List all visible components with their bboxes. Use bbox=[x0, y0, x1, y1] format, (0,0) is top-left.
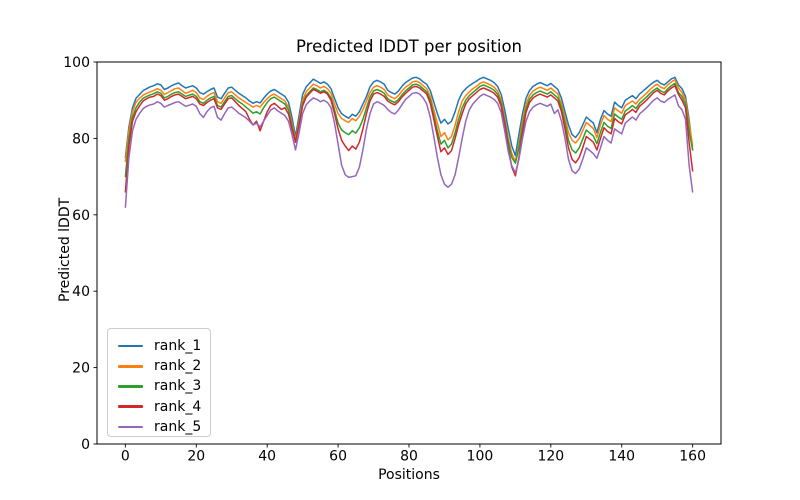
x-tick-label: 120 bbox=[537, 449, 564, 465]
series-line-rank_3 bbox=[124, 82, 694, 178]
y-tick-label: 20 bbox=[72, 361, 90, 377]
chart-title: Predicted lDDT per position bbox=[295, 37, 523, 56]
y-tick-label: 60 bbox=[72, 208, 90, 224]
legend-label: rank_1 bbox=[154, 338, 202, 355]
x-tick-label: 40 bbox=[258, 449, 276, 465]
series-line-rank_5 bbox=[124, 91, 694, 208]
x-tick-label: 80 bbox=[400, 449, 418, 465]
legend-label: rank_3 bbox=[154, 378, 202, 395]
x-tick-label: 160 bbox=[679, 449, 706, 465]
x-tick-label: 0 bbox=[121, 449, 130, 465]
legend-item-rank_3: rank_3 bbox=[118, 376, 210, 396]
legend-label: rank_4 bbox=[154, 398, 202, 415]
legend-line-swatch bbox=[118, 405, 143, 408]
legend-item-rank_4: rank_4 bbox=[118, 397, 210, 417]
legend-label: rank_5 bbox=[154, 418, 202, 435]
y-tick-label: 80 bbox=[72, 131, 90, 147]
legend-line-swatch bbox=[118, 425, 143, 429]
y-tick-label: 0 bbox=[81, 437, 90, 453]
legend-line-swatch bbox=[118, 364, 143, 368]
x-tick-label: 100 bbox=[467, 449, 494, 465]
legend-label: rank_2 bbox=[154, 358, 202, 375]
series-line-rank_1 bbox=[124, 76, 694, 159]
y-tick-label: 100 bbox=[63, 55, 90, 71]
x-tick-label: 20 bbox=[187, 449, 205, 465]
y-axis-label: Predicted lDDT bbox=[57, 197, 73, 302]
x-tick-label: 140 bbox=[608, 449, 635, 465]
legend-item-rank_1: rank_1 bbox=[118, 336, 210, 356]
legend-item-rank_2: rank_2 bbox=[118, 356, 210, 376]
x-tick-label: 60 bbox=[329, 449, 347, 465]
y-tick-label: 40 bbox=[72, 284, 90, 300]
x-axis-label: Positions bbox=[378, 467, 440, 483]
legend-line-swatch bbox=[118, 385, 143, 388]
legend: rank_1 rank_2 rank_3 rank_4 rank_5 bbox=[107, 328, 211, 437]
axes-frame bbox=[96, 61, 722, 445]
series-line-rank_4 bbox=[124, 84, 694, 193]
series-line-rank_2 bbox=[124, 78, 694, 163]
legend-item-rank_5: rank_5 bbox=[118, 417, 210, 437]
legend-line-swatch bbox=[118, 344, 143, 348]
